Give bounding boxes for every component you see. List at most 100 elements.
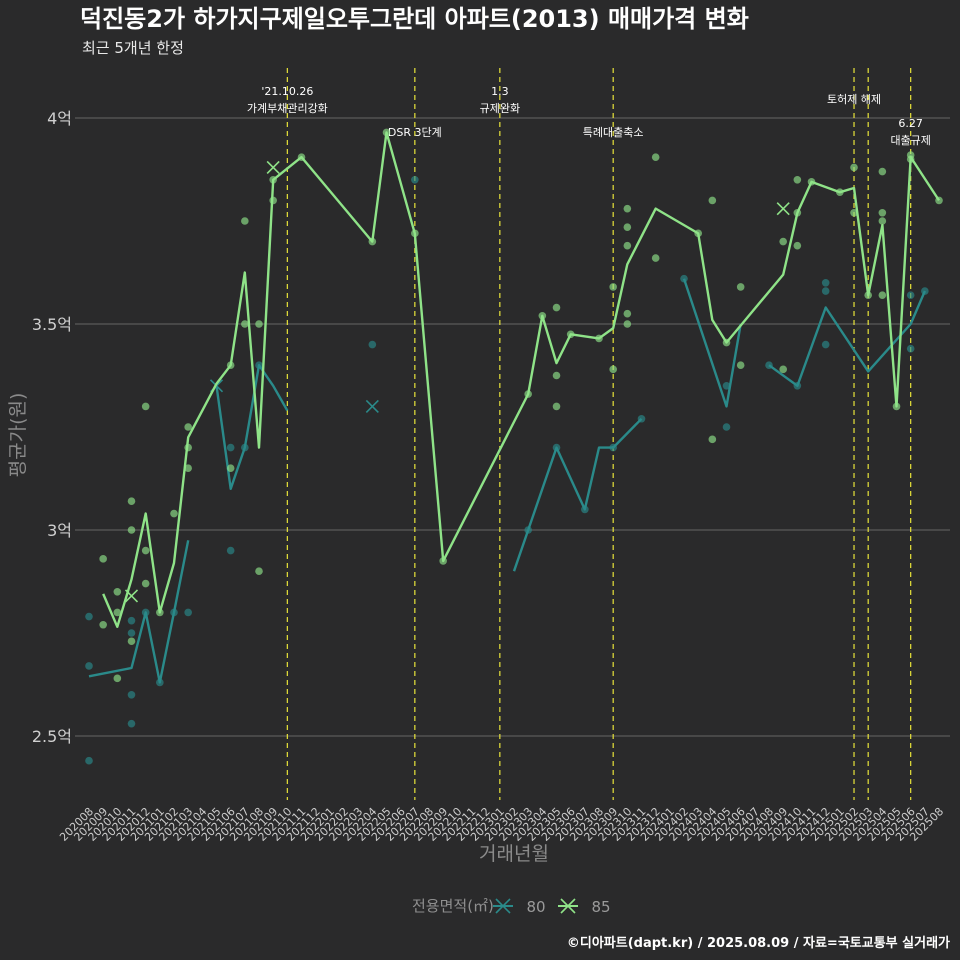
data-point — [921, 287, 929, 295]
data-point — [127, 526, 136, 534]
y-tick-labels: 2.5억 3억 3.5억 4억 — [32, 109, 72, 746]
data-point — [566, 330, 575, 339]
data-point — [141, 546, 150, 555]
data-point — [722, 423, 731, 431]
data-point — [226, 546, 235, 555]
data-point — [184, 423, 192, 431]
event-label: 가계부채관리강화 — [247, 102, 328, 115]
event-label: 토허제 해제 — [827, 92, 881, 106]
legend-label: 85 — [591, 898, 610, 916]
legend-item-80: 80 — [493, 898, 546, 916]
data-point — [113, 608, 122, 617]
data-point — [736, 283, 745, 291]
data-point — [637, 414, 646, 423]
data-point — [722, 382, 731, 390]
data-point — [552, 371, 561, 380]
data-point — [85, 612, 93, 621]
event-label: 규제완화 — [480, 102, 520, 115]
data-point — [241, 320, 249, 328]
cancelled-point — [124, 589, 139, 603]
legend: 전용면적(㎡) 80 85 — [412, 897, 611, 916]
data-point — [156, 678, 164, 687]
cancelled-mark-b — [365, 399, 379, 413]
data-point — [127, 497, 136, 505]
data-point — [736, 361, 745, 370]
data-point — [793, 176, 802, 184]
chart-subtitle: 최근 5개년 한정 — [82, 39, 184, 57]
data-point — [722, 338, 731, 347]
data-point — [906, 291, 915, 299]
gridlines — [75, 117, 950, 737]
cancelled-mark-b — [776, 202, 790, 216]
series-layer — [85, 128, 943, 765]
data-point — [255, 361, 263, 370]
data-point — [127, 691, 136, 699]
data-point — [623, 320, 632, 328]
data-point — [892, 402, 901, 411]
data-point — [878, 217, 887, 225]
data-point — [850, 208, 858, 217]
series-80-line — [512, 417, 643, 572]
event-label: 6.27 — [898, 117, 923, 130]
data-point — [141, 402, 150, 411]
data-point — [623, 223, 632, 231]
data-point — [906, 344, 915, 353]
data-point — [255, 320, 263, 328]
y-tick-label: 4억 — [47, 109, 72, 128]
data-point — [708, 196, 717, 205]
event-label: 대출규제 — [890, 134, 930, 147]
data-point — [821, 340, 830, 349]
data-point — [524, 526, 532, 534]
data-point — [793, 241, 802, 250]
data-point — [708, 435, 717, 444]
chart-caption: ©디아파트(dapt.kr) / 2025.08.09 / 자료=국토교통부 실… — [567, 935, 950, 951]
data-point — [651, 153, 660, 161]
data-point — [779, 365, 787, 374]
data-point — [793, 208, 802, 217]
data-point — [821, 287, 830, 295]
data-point — [269, 196, 277, 205]
data-point — [779, 237, 787, 246]
data-point — [439, 557, 447, 565]
data-point — [623, 204, 632, 213]
cancelled-point — [266, 160, 280, 175]
data-point — [609, 283, 617, 291]
data-point — [623, 241, 632, 250]
data-point — [184, 443, 192, 452]
series-80-line — [215, 364, 289, 490]
data-point — [807, 178, 816, 186]
data-point — [226, 443, 235, 452]
data-point — [411, 176, 419, 184]
event-label: '21.10.26 — [261, 85, 313, 98]
y-tick-label: 2.5억 — [32, 727, 72, 746]
data-point — [552, 303, 561, 312]
data-point — [623, 309, 632, 318]
data-point — [864, 291, 872, 299]
data-point — [170, 608, 178, 617]
data-point — [411, 229, 419, 238]
data-point — [552, 402, 561, 411]
data-point — [765, 361, 773, 370]
data-point — [226, 361, 235, 370]
cancelled-point — [776, 202, 790, 216]
y-tick-label: 3.5억 — [32, 315, 72, 334]
cancelled-mark-b — [266, 160, 280, 175]
legend-mark-b — [495, 898, 511, 914]
data-point — [609, 443, 617, 452]
legend-item-85: 85 — [558, 898, 611, 916]
data-point — [184, 464, 192, 473]
legend-label: 80 — [526, 898, 545, 916]
data-point — [368, 237, 377, 246]
data-point — [651, 254, 660, 262]
data-point — [821, 279, 830, 287]
data-point — [241, 443, 249, 452]
series-80-line — [768, 290, 927, 387]
data-point — [170, 509, 178, 518]
x-axis-title: 거래년월 — [479, 843, 549, 865]
event-label: 특례대출축소 — [583, 126, 644, 139]
data-point — [878, 167, 887, 176]
data-point — [368, 340, 377, 349]
x-tick-labels: 2020082020092020102020112020122021012021… — [57, 805, 946, 844]
